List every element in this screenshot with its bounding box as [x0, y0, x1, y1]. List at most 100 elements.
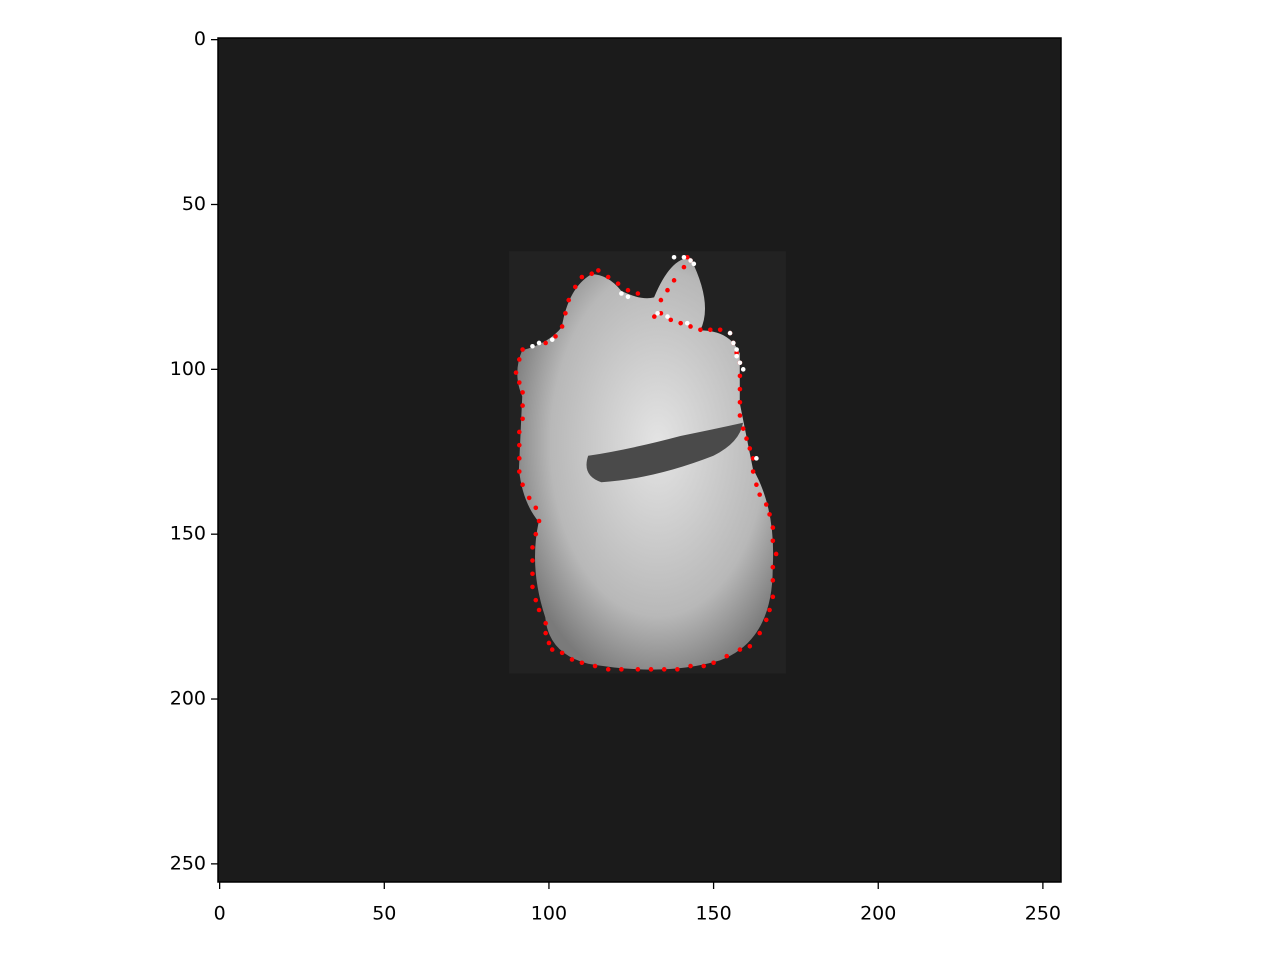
contour-point	[671, 254, 677, 260]
y-tick-label: 0	[194, 28, 206, 50]
contour-point	[635, 667, 641, 672]
contour-point	[671, 278, 677, 283]
contour-point	[655, 310, 660, 316]
contour-point	[770, 578, 776, 583]
contour-point	[770, 538, 776, 544]
x-tick-label: 250	[1025, 903, 1061, 925]
contour-point	[549, 647, 555, 652]
contour-point	[675, 667, 680, 672]
contour-point	[517, 442, 522, 448]
contour-point	[520, 416, 525, 422]
contour-point	[770, 564, 776, 570]
contour-point	[520, 403, 525, 408]
contour-point	[605, 274, 611, 280]
contour-point	[596, 268, 601, 273]
contour-point	[750, 456, 756, 461]
contour-point	[536, 607, 542, 613]
contour-point	[572, 284, 578, 290]
contour-point	[543, 630, 548, 636]
contour-point	[763, 617, 769, 623]
contour-point	[737, 400, 743, 405]
x-tick-label: 200	[860, 903, 896, 925]
contour-point	[688, 324, 693, 329]
contour-point	[566, 297, 572, 303]
contour-point	[619, 291, 624, 296]
contour-point	[605, 667, 611, 672]
contour-point	[530, 584, 535, 590]
contour-point	[711, 660, 716, 666]
contour-point	[533, 505, 539, 511]
contour-point	[530, 545, 535, 550]
contour-point	[681, 264, 687, 270]
contour-point	[625, 287, 631, 293]
contour-point	[681, 254, 687, 260]
cat-image	[509, 251, 786, 674]
contour-point	[549, 337, 555, 342]
contour-point	[589, 271, 595, 277]
contour-point	[740, 367, 746, 372]
contour-point	[757, 630, 762, 636]
x-tick-label: 100	[531, 903, 567, 925]
contour-point	[770, 594, 776, 600]
contour-point	[698, 327, 703, 333]
contour-point	[688, 663, 693, 669]
contour-point	[652, 314, 657, 319]
contour-point	[520, 482, 525, 488]
contour-point	[513, 370, 519, 375]
contour-point	[767, 512, 772, 517]
contour-point	[737, 373, 743, 379]
contour-point	[744, 436, 749, 441]
contour-point	[553, 334, 558, 339]
contour-point	[773, 551, 779, 557]
contour-point	[543, 620, 548, 626]
x-tick-label: 0	[214, 903, 226, 925]
contour-point	[658, 297, 664, 303]
contour-point	[648, 667, 654, 672]
contour-point	[543, 340, 548, 346]
contour-point	[684, 320, 690, 326]
contour-point	[737, 386, 743, 392]
contour-point	[747, 643, 753, 649]
contour-point	[520, 347, 525, 352]
contour-point	[569, 657, 575, 662]
contour-point	[717, 327, 723, 333]
contour-point	[517, 429, 522, 435]
contour-point	[754, 482, 759, 488]
contour-point	[517, 380, 522, 385]
contour-point	[533, 597, 539, 603]
contour-point	[530, 558, 535, 563]
contour-point	[546, 640, 552, 646]
contour-point	[740, 426, 746, 431]
contour-point	[767, 607, 772, 613]
contour-point	[734, 347, 739, 352]
contour-point	[734, 353, 739, 359]
contour-point	[530, 343, 535, 349]
contour-point	[615, 281, 621, 286]
contour-point	[668, 317, 674, 323]
contour-point	[579, 660, 585, 666]
contour-point	[747, 446, 753, 451]
contour-point	[517, 357, 522, 362]
x-tick-label: 150	[695, 903, 731, 925]
contour-point	[579, 274, 585, 280]
contour-point	[533, 531, 539, 537]
contour-point	[635, 291, 641, 296]
contour-point	[520, 390, 525, 395]
contour-point	[517, 469, 522, 474]
y-tick-label: 200	[170, 688, 206, 710]
contour-point	[517, 456, 522, 461]
contour-point	[731, 340, 736, 346]
contour-point	[734, 350, 739, 356]
contour-point	[526, 495, 532, 501]
contour-point	[724, 653, 730, 659]
contour-point	[701, 663, 707, 669]
contour-point	[619, 667, 624, 672]
contour-point	[770, 525, 776, 530]
contour-point	[750, 469, 756, 474]
contour-point	[707, 327, 713, 333]
contour-point	[678, 320, 683, 326]
contour-point	[658, 310, 664, 316]
contour-point	[684, 254, 690, 260]
contour-point	[737, 647, 743, 652]
